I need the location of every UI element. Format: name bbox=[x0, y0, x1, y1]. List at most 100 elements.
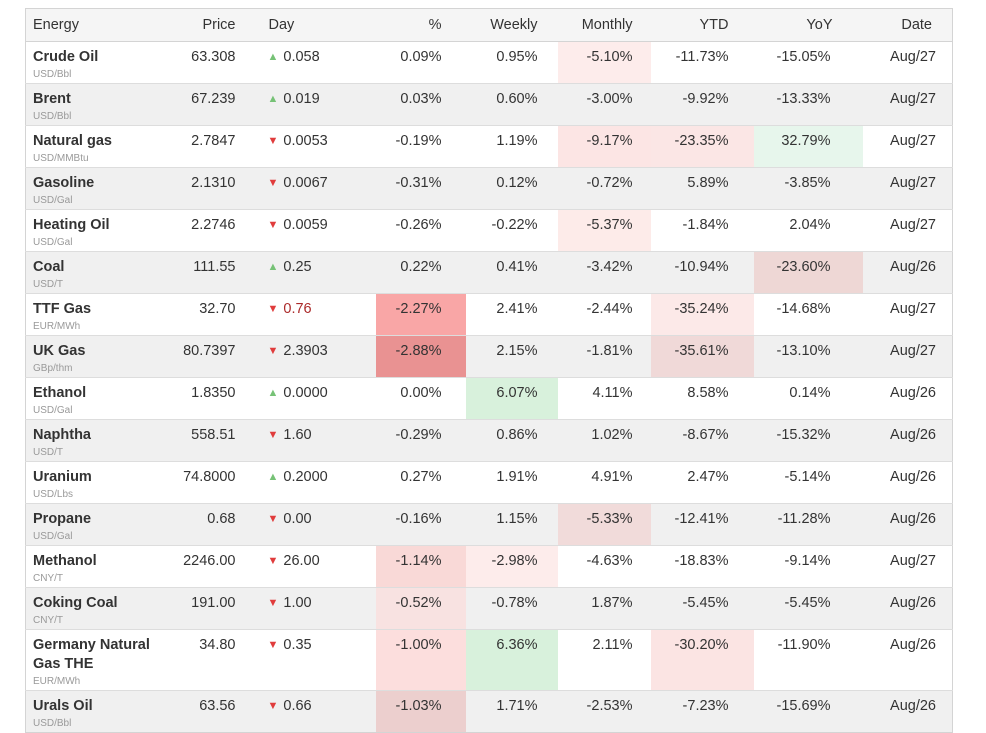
date-cell: Aug/26 bbox=[890, 385, 936, 401]
table-row[interactable]: Naphtha USD/T 558.51 ▼ 1.60 -0.29% 0.86% … bbox=[25, 419, 953, 462]
price-cell: 2.2746 bbox=[191, 217, 236, 233]
day-change-value: 26.00 bbox=[283, 553, 320, 569]
commodity-name-link[interactable]: Crude Oil bbox=[33, 49, 99, 65]
table-row[interactable]: TTF Gas EUR/MWh 32.70 ▼ 0.76 -2.27% 2.41%… bbox=[25, 293, 953, 336]
commodity-cell: TTF Gas EUR/MWh bbox=[26, 294, 166, 336]
day-change-value: 0.66 bbox=[283, 698, 312, 714]
header-energy[interactable]: Energy bbox=[25, 8, 166, 42]
monthly-cell: -1.81% bbox=[586, 343, 633, 359]
percent-cell: 0.03% bbox=[400, 91, 442, 107]
direction-arrow-icon: ▼ bbox=[267, 177, 279, 189]
day-change-cell: ▼ 0.0053 bbox=[246, 126, 376, 168]
table-row[interactable]: Methanol CNY/T 2246.00 ▼ 26.00 -1.14% -2.… bbox=[25, 545, 953, 588]
percent-cell: -0.52% bbox=[375, 587, 466, 630]
yoy-cell: -11.90% bbox=[777, 637, 831, 653]
direction-arrow-icon: ▼ bbox=[267, 135, 279, 147]
weekly-cell: 0.41% bbox=[496, 259, 538, 275]
weekly-cell: 1.91% bbox=[496, 469, 538, 485]
commodity-name-link[interactable]: Propane bbox=[33, 511, 92, 527]
table-row[interactable]: Gasoline USD/Gal 2.1310 ▼ 0.0067 -0.31% 0… bbox=[25, 167, 953, 210]
ytd-cell: -11.73% bbox=[675, 49, 729, 65]
date-cell: Aug/26 bbox=[890, 259, 936, 275]
header-monthly[interactable]: Monthly bbox=[557, 8, 651, 42]
table-row[interactable]: Coal USD/T 111.55 ▲ 0.25 0.22% 0.41% -3.4… bbox=[25, 251, 953, 294]
date-cell: Aug/26 bbox=[890, 469, 936, 485]
commodity-unit: USD/Bbl bbox=[33, 111, 72, 122]
ytd-cell: 8.58% bbox=[687, 385, 729, 401]
weekly-cell: 0.86% bbox=[496, 427, 538, 443]
commodity-name-link[interactable]: Germany Natural Gas THE bbox=[33, 637, 150, 672]
ytd-cell: -35.61% bbox=[650, 335, 754, 378]
commodity-name-link[interactable]: Uranium bbox=[33, 469, 92, 485]
day-change-value: 0.00 bbox=[283, 511, 312, 527]
yoy-cell: -3.85% bbox=[784, 175, 831, 191]
direction-arrow-icon: ▲ bbox=[267, 93, 279, 105]
table-header: Energy Price Day % Weekly Monthly YTD Yo… bbox=[25, 8, 953, 42]
yoy-cell: -5.45% bbox=[784, 595, 831, 611]
monthly-cell: 4.91% bbox=[591, 469, 633, 485]
percent-cell: -2.27% bbox=[375, 293, 466, 336]
commodity-name-link[interactable]: Heating Oil bbox=[33, 217, 110, 233]
header-date[interactable]: Date bbox=[862, 8, 953, 42]
table-row[interactable]: Crude Oil USD/Bbl 63.308 ▲ 0.058 0.09% 0.… bbox=[25, 41, 953, 84]
table-row[interactable]: Heating Oil USD/Gal 2.2746 ▼ 0.0059 -0.26… bbox=[25, 209, 953, 252]
table-row[interactable]: Ethanol USD/Gal 1.8350 ▲ 0.0000 0.00% 6.0… bbox=[25, 377, 953, 420]
table-row[interactable]: UK Gas GBp/thm 80.7397 ▼ 2.3903 -2.88% 2.… bbox=[25, 335, 953, 378]
header-price[interactable]: Price bbox=[165, 8, 246, 42]
commodity-name-link[interactable]: UK Gas bbox=[33, 343, 86, 359]
price-cell: 2.7847 bbox=[191, 133, 236, 149]
commodity-unit: USD/Gal bbox=[33, 405, 73, 416]
ytd-cell: -10.94% bbox=[674, 259, 729, 275]
commodity-unit: USD/Gal bbox=[33, 531, 73, 542]
weekly-cell: 0.12% bbox=[496, 175, 538, 191]
monthly-cell: 1.02% bbox=[591, 427, 633, 443]
commodity-name-link[interactable]: Urals Oil bbox=[33, 698, 93, 714]
commodity-unit: USD/T bbox=[33, 279, 63, 290]
day-change-cell: ▲ 0.019 bbox=[246, 84, 376, 126]
header-day[interactable]: Day bbox=[245, 8, 376, 42]
header-percent[interactable]: % bbox=[375, 8, 466, 42]
commodity-cell: Crude Oil USD/Bbl bbox=[26, 42, 166, 84]
table-row[interactable]: Coking Coal CNY/T 191.00 ▼ 1.00 -0.52% -0… bbox=[25, 587, 953, 630]
ytd-cell: -5.45% bbox=[682, 595, 729, 611]
header-yoy[interactable]: YoY bbox=[753, 8, 863, 42]
percent-cell: 0.09% bbox=[400, 49, 442, 65]
commodity-cell: Heating Oil USD/Gal bbox=[26, 210, 166, 252]
commodity-name-link[interactable]: Coal bbox=[33, 259, 65, 275]
commodity-name-link[interactable]: Methanol bbox=[33, 553, 97, 569]
percent-cell: 0.00% bbox=[400, 385, 442, 401]
price-cell: 0.68 bbox=[207, 511, 236, 527]
yoy-cell: -5.14% bbox=[784, 469, 831, 485]
monthly-cell: 4.11% bbox=[592, 385, 633, 401]
table-row[interactable]: Urals Oil USD/Bbl 63.56 ▼ 0.66 -1.03% 1.7… bbox=[25, 690, 953, 733]
table-row[interactable]: Natural gas USD/MMBtu 2.7847 ▼ 0.0053 -0.… bbox=[25, 125, 953, 168]
commodity-name-link[interactable]: Ethanol bbox=[33, 385, 87, 401]
table-row[interactable]: Germany Natural Gas THE EUR/MWh 34.80 ▼ 0… bbox=[25, 629, 953, 691]
commodity-name-link[interactable]: Brent bbox=[33, 91, 71, 107]
day-change-cell: ▼ 0.66 bbox=[246, 691, 376, 733]
price-cell: 191.00 bbox=[191, 595, 236, 611]
yoy-cell: -15.05% bbox=[776, 49, 831, 65]
direction-arrow-icon: ▲ bbox=[267, 261, 279, 273]
commodity-name-link[interactable]: Coking Coal bbox=[33, 595, 118, 611]
day-change-value: 0.35 bbox=[283, 637, 312, 653]
day-change-cell: ▼ 1.00 bbox=[246, 588, 376, 630]
direction-arrow-icon: ▼ bbox=[267, 555, 279, 567]
yoy-cell: -13.33% bbox=[776, 91, 831, 107]
commodity-cell: UK Gas GBp/thm bbox=[26, 336, 166, 378]
commodity-name-link[interactable]: Gasoline bbox=[33, 175, 95, 191]
ytd-cell: 2.47% bbox=[687, 469, 729, 485]
table-row[interactable]: Uranium USD/Lbs 74.8000 ▲ 0.2000 0.27% 1.… bbox=[25, 461, 953, 504]
table-body: Crude Oil USD/Bbl 63.308 ▲ 0.058 0.09% 0.… bbox=[25, 41, 953, 733]
commodity-name-link[interactable]: TTF Gas bbox=[33, 301, 92, 317]
commodity-name-link[interactable]: Naphtha bbox=[33, 427, 91, 443]
commodity-name-link[interactable]: Natural gas bbox=[33, 133, 112, 149]
header-ytd[interactable]: YTD bbox=[650, 8, 754, 42]
table-row[interactable]: Propane USD/Gal 0.68 ▼ 0.00 -0.16% 1.15% … bbox=[25, 503, 953, 546]
date-cell: Aug/27 bbox=[890, 91, 936, 107]
table-row[interactable]: Brent USD/Bbl 67.239 ▲ 0.019 0.03% 0.60% … bbox=[25, 83, 953, 126]
day-change-cell: ▼ 26.00 bbox=[246, 546, 376, 588]
header-weekly[interactable]: Weekly bbox=[465, 8, 558, 42]
day-change-cell: ▼ 1.60 bbox=[246, 420, 376, 462]
commodity-cell: Brent USD/Bbl bbox=[26, 84, 166, 126]
